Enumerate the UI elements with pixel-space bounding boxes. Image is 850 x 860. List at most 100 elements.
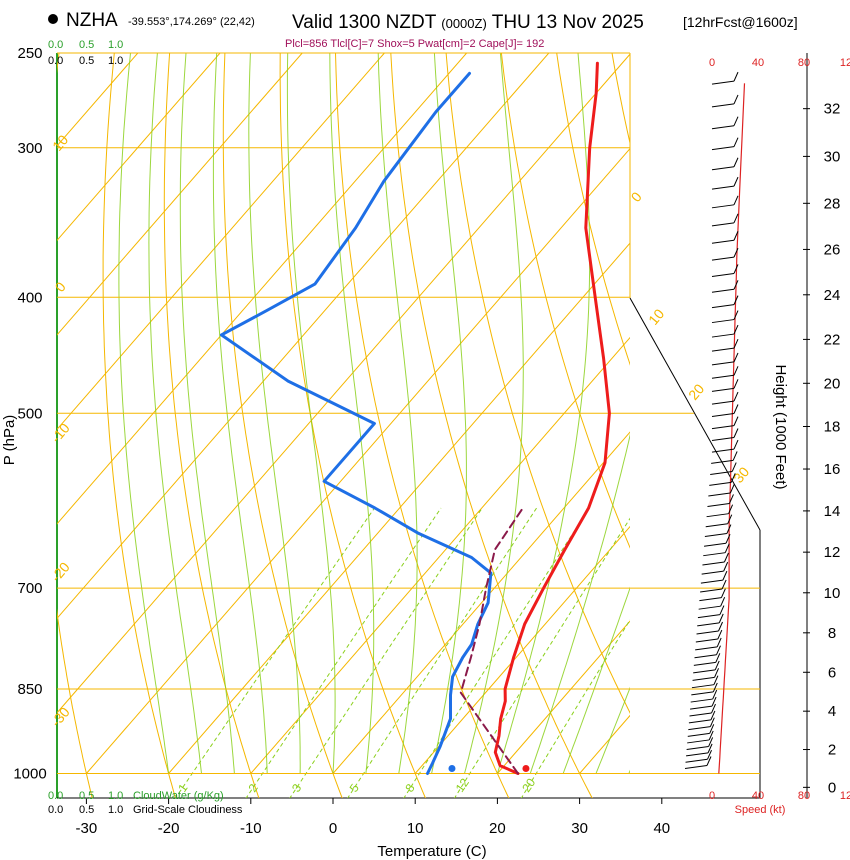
wind-barb-flag (717, 629, 723, 640)
isotherm-label: 20 (685, 381, 707, 403)
wind-barb (693, 669, 716, 674)
wind-barb-flag (730, 473, 736, 483)
wind-barb-flag (710, 710, 716, 721)
isotherm-line (57, 53, 303, 336)
pressure-lines (57, 52, 760, 774)
wind-barb-flag (733, 71, 739, 82)
wind-barb-flag (733, 338, 739, 349)
height-tick-8: 8 (828, 625, 836, 642)
wind-speed-axis-label: Speed (kt) (735, 804, 786, 816)
wind-panel-diagonal (629, 297, 761, 531)
mixing-ratio-label: 2 (245, 781, 260, 795)
wind-barb (701, 570, 724, 575)
station-title: NZHA (48, 10, 118, 32)
temperature-tick--30: -30 (76, 820, 98, 837)
wind-barb (685, 758, 708, 763)
wind-barb-flag (733, 195, 739, 206)
wind-barb-flag (731, 462, 737, 472)
wind-barb (707, 502, 730, 507)
mixing-ratio-label: 3 (289, 781, 304, 795)
wind-barb-flag (706, 756, 712, 766)
dry-adiabat-line (102, 53, 177, 798)
wind-barb (687, 732, 710, 737)
mixing-ratio-label: 12 (453, 775, 472, 794)
wind-barb (700, 579, 723, 584)
wind-barb-flag (714, 660, 720, 671)
mixing-ratio-line (520, 618, 630, 798)
isotherm-label: 10 (645, 306, 667, 328)
temperature-tick--10: -10 (240, 820, 262, 837)
wind-barb (703, 542, 727, 547)
wind-barb (698, 605, 721, 610)
dry-adiabat-line (222, 53, 343, 798)
wind-barb-flag (733, 157, 739, 167)
dry-adiabat-line (663, 32, 850, 799)
wind-barb (711, 448, 735, 453)
wind-barb (711, 387, 735, 392)
wind-barb (696, 630, 719, 635)
mixing-ratio-label: 5 (347, 781, 362, 795)
wind-barb-flag (707, 743, 713, 754)
wind-barb-flag (709, 724, 715, 734)
temperature-tick-20: 20 (489, 820, 506, 837)
wind-barb-flag (708, 730, 714, 741)
station-code: NZHA (66, 10, 118, 31)
cloudwater-tick-bottom-1: 0.5 (79, 790, 94, 802)
height-tick-30: 30 (824, 148, 841, 165)
wind-barb-flag (716, 645, 721, 655)
wind-barb (711, 319, 735, 324)
moist-adiabat-line (431, 53, 467, 774)
height-tick-20: 20 (824, 375, 841, 392)
wind-barb-flag (728, 494, 734, 504)
moist-adiabat-line (562, 586, 630, 774)
height-tick-0: 0 (828, 779, 836, 796)
temperature-tick-10: 10 (407, 820, 424, 837)
wind-barb-flag (729, 483, 735, 494)
wind-barb (694, 654, 717, 659)
height-tick-22: 22 (824, 331, 841, 348)
wind-barb-flag (733, 324, 739, 335)
moist-adiabat-line (329, 53, 375, 774)
wind-barb-flag (714, 668, 720, 678)
wind-barb-flag (733, 404, 739, 414)
wind-barb (693, 661, 716, 666)
wind-barb (706, 513, 729, 518)
wind-barb (695, 646, 718, 651)
wind-barb (711, 185, 735, 190)
wind-barb (692, 676, 715, 681)
cloudiness-tick-top-2: 1.0 (108, 55, 123, 67)
height-tick-16: 16 (824, 461, 841, 478)
dry-adiabat-line (279, 53, 426, 798)
wind-speed-tick-top-0: 0 (709, 57, 715, 69)
wind-barb-flag (718, 621, 723, 632)
wind-barb (711, 125, 735, 130)
wind-barb (711, 425, 735, 430)
cloudiness-tick-top-0: 0.0 (48, 55, 63, 67)
wind-barb-flag (713, 675, 719, 685)
isotherm-line (332, 431, 630, 774)
wind-barb (711, 347, 735, 352)
cloudiness-tick-top-1: 0.5 (79, 55, 94, 67)
wind-barb-flag (733, 247, 739, 258)
wind-barb (711, 256, 735, 261)
wind-barb (711, 204, 735, 209)
wind-barb (711, 272, 735, 277)
isotherm-label: 10 (49, 132, 71, 154)
pressure-tick-500: 500 (17, 405, 42, 422)
moist-adiabat-line (595, 686, 630, 774)
wind-barb (709, 481, 732, 486)
wind-barb-flag (720, 588, 726, 598)
dry-adiabat-line (390, 53, 593, 798)
wind-barb-flag (718, 613, 724, 624)
wind-barb-flag (733, 295, 739, 305)
cloudwater-tick-top-1: 0.5 (79, 39, 94, 51)
wind-barb (700, 588, 723, 593)
cloudwater-tick-bottom-0: 0.0 (48, 790, 63, 802)
wind-barb (711, 400, 735, 405)
dry-adiabat-line (445, 53, 630, 714)
pressure-tick-850: 850 (17, 681, 42, 698)
surface-temperature-marker (522, 765, 530, 772)
wind-barb (688, 726, 711, 731)
